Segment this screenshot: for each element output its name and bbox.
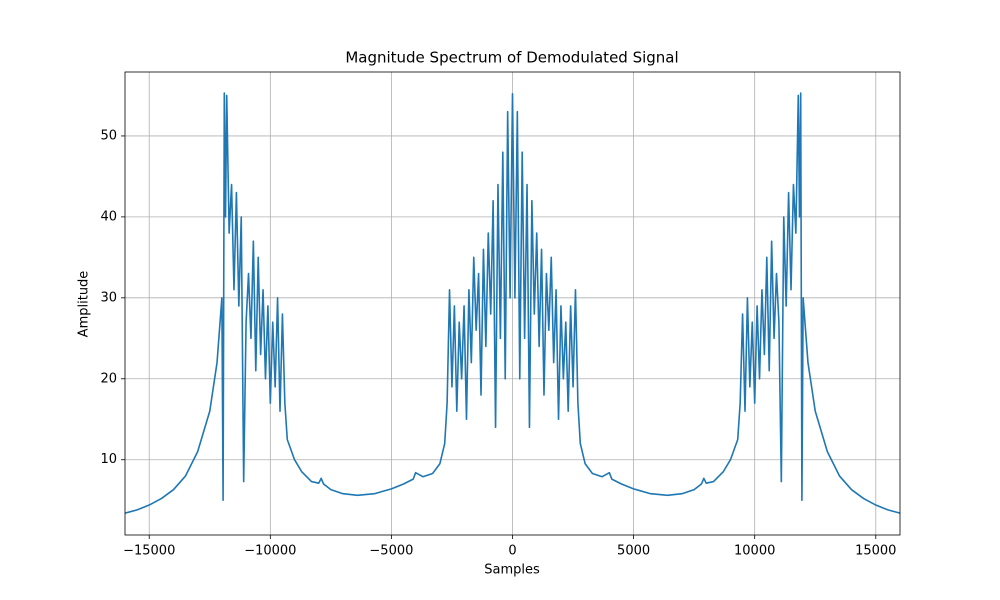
x-tick-label: 5000 — [617, 544, 650, 559]
y-axis-label: Amplitude — [77, 271, 92, 338]
y-tick-label: 10 — [100, 452, 117, 467]
y-tick-label: 20 — [100, 371, 117, 386]
chart-title: Magnitude Spectrum of Demodulated Signal — [345, 49, 678, 67]
x-tick-label: −15000 — [123, 544, 175, 559]
x-tick-label: 10000 — [734, 544, 775, 559]
y-tick-label: 30 — [100, 290, 117, 305]
y-tick-label: 40 — [100, 209, 117, 224]
x-tick-label: 0 — [508, 544, 516, 559]
y-tick-label: 50 — [100, 128, 117, 143]
x-tick-label: 15000 — [855, 544, 896, 559]
data-line — [124, 92, 901, 514]
plot-frame — [124, 71, 901, 536]
x-axis-label: Samples — [484, 563, 540, 578]
x-tick-label: −5000 — [369, 544, 413, 559]
x-tick-label: −10000 — [244, 544, 296, 559]
